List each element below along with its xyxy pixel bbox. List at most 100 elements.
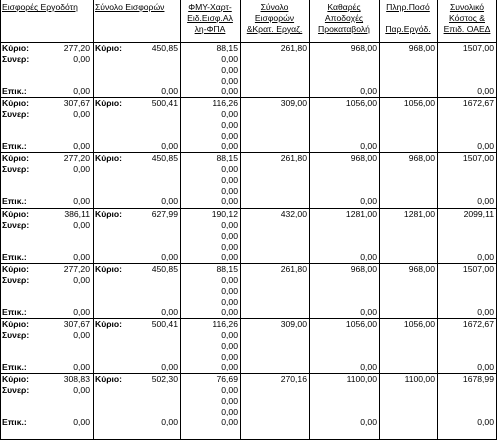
oaed-subsidy: 0,00: [477, 86, 494, 96]
label-supplementary: Επικ.:: [2, 252, 27, 262]
employer-contrib-supplementary: 0,00: [73, 417, 90, 427]
total-contrib-deductions: 432,00: [280, 209, 307, 219]
advance-payment: 0,00: [360, 417, 377, 427]
advance-payment: 0,00: [360, 196, 377, 206]
tax-stamp-vat-zero: 0,00: [221, 286, 238, 296]
label-main: Κύριο:: [2, 98, 30, 108]
header-line: Σύνολο: [260, 2, 289, 12]
header-line: Αποδοχές: [324, 13, 364, 23]
label-supplementary: Επικ.:: [2, 141, 27, 151]
total-contrib-main: 450,85: [151, 43, 178, 53]
tax-stamp-vat-zero: 0,00: [221, 175, 238, 185]
total-contrib-supplementary: 0,00: [161, 86, 178, 96]
tax-stamp-vat-zero: 0,00: [221, 196, 238, 206]
advance-payment: 0,00: [360, 86, 377, 96]
tax-stamp-vat-zero: 0,00: [221, 86, 238, 96]
tax-stamp-vat-zero: 0,00: [221, 131, 238, 141]
tax-stamp-vat-main: 190,12: [211, 209, 238, 219]
employer-contrib-supplementary: 0,00: [73, 307, 90, 317]
tax-stamp-vat-main: 88,15: [216, 43, 238, 53]
header-line: Ειδ.Εισφ.Αλ: [187, 13, 233, 23]
column-divider: [240, 0, 241, 440]
oaed-subsidy: 0,00: [477, 417, 494, 427]
total-cost: 1672,67: [462, 319, 494, 329]
header-line: Συνολικό: [449, 2, 485, 12]
label-main: Κύριο:: [2, 319, 30, 329]
oaed-subsidy: 0,00: [477, 196, 494, 206]
header-total-contributions: Σύνολο Εισφορών: [95, 2, 180, 13]
header-line: Επιδ. ΟΑΕΔ: [443, 24, 491, 34]
header-total-cost: Συνολικό Κόστος & Επιδ. ΟΑΕΔ: [438, 2, 496, 35]
header-payment-amount: Πληρ.Ποσό Παρ.Εργόδ.: [380, 2, 436, 35]
label-supplementary: Επικ.:: [2, 362, 27, 372]
employer-contrib-main: 386,11: [64, 209, 90, 219]
header-line: ΦΜΥ-Χαρτ-: [188, 2, 232, 12]
total-contrib-supplementary: 0,00: [161, 307, 178, 317]
tax-stamp-vat-main: 116,26: [212, 319, 238, 329]
header-line: Εισφορές Εργοδότη: [2, 2, 78, 12]
employer-contrib-main: 308,83: [63, 374, 90, 384]
tax-stamp-vat-zero: 0,00: [221, 109, 238, 119]
net-earnings: 1056,00: [345, 319, 377, 329]
payment-amount: 968,00: [408, 43, 435, 53]
total-cost: 1507,00: [462, 264, 494, 274]
advance-payment: 0,00: [360, 141, 377, 151]
total-contrib-supplementary: 0,00: [161, 196, 178, 206]
net-earnings: 968,00: [350, 43, 377, 53]
total-contrib-main: 500,41: [151, 98, 178, 108]
employer-contrib-supplementary: 0,00: [73, 86, 90, 96]
row-divider: [0, 373, 497, 374]
net-earnings: 968,00: [350, 153, 377, 163]
tax-stamp-vat-main: 88,15: [216, 264, 238, 274]
header-line: Σύνολο Εισφορών: [95, 2, 165, 12]
advance-payment: 0,00: [360, 252, 377, 262]
employer-contrib-cooperative: 0,00: [73, 275, 90, 285]
column-divider: [0, 0, 1, 440]
employer-contrib-cooperative: 0,00: [73, 220, 90, 230]
label-main: Κύριο:: [95, 98, 123, 108]
tax-stamp-vat-zero: 0,00: [221, 297, 238, 307]
total-contrib-deductions: 261,80: [280, 264, 307, 274]
label-main: Κύριο:: [2, 264, 30, 274]
column-divider: [437, 0, 438, 440]
employer-contrib-main: 307,67: [63, 319, 90, 329]
net-earnings: 1281,00: [345, 209, 377, 219]
label-main: Κύριο:: [2, 43, 30, 53]
payment-amount: 1281,00: [403, 209, 435, 219]
tax-stamp-vat-main: 116,26: [212, 98, 238, 108]
total-cost: 2099,11: [463, 209, 494, 219]
tax-stamp-vat-zero: 0,00: [221, 275, 238, 285]
tax-stamp-vat-zero: 0,00: [221, 141, 238, 151]
total-contrib-main: 450,85: [151, 153, 178, 163]
tax-stamp-vat-zero: 0,00: [221, 231, 238, 241]
oaed-subsidy: 0,00: [477, 307, 494, 317]
employer-contrib-cooperative: 0,00: [73, 330, 90, 340]
employer-contrib-supplementary: 0,00: [73, 362, 90, 372]
total-contrib-main: 502,30: [151, 374, 178, 384]
total-contrib-deductions: 261,80: [280, 43, 307, 53]
employer-contrib-supplementary: 0,00: [73, 252, 90, 262]
payment-amount: 1056,00: [403, 319, 435, 329]
employer-contrib-cooperative: 0,00: [73, 109, 90, 119]
tax-stamp-vat-main: 76,69: [216, 374, 238, 384]
label-supplementary: Επικ.:: [2, 196, 27, 206]
tax-stamp-vat-zero: 0,00: [221, 164, 238, 174]
row-divider: [0, 97, 497, 98]
column-divider: [93, 0, 94, 440]
total-contrib-deductions: 270,16: [280, 374, 307, 384]
employer-contrib-main: 277,20: [63, 264, 90, 274]
total-contrib-deductions: 261,80: [280, 153, 307, 163]
advance-payment: 0,00: [360, 362, 377, 372]
header-line: Πληρ.Ποσό: [386, 2, 430, 12]
label-main: Κύριο:: [95, 374, 123, 384]
total-cost: 1678,99: [462, 374, 494, 384]
tax-stamp-vat-main: 88,15: [216, 153, 238, 163]
employer-contrib-supplementary: 0,00: [73, 196, 90, 206]
header-line: Παρ.Εργόδ.: [385, 24, 431, 34]
tax-stamp-vat-zero: 0,00: [221, 407, 238, 417]
payment-amount: 968,00: [408, 153, 435, 163]
column-divider: [180, 0, 181, 440]
label-main: Κύριο:: [2, 209, 30, 219]
label-main: Κύριο:: [95, 43, 123, 53]
